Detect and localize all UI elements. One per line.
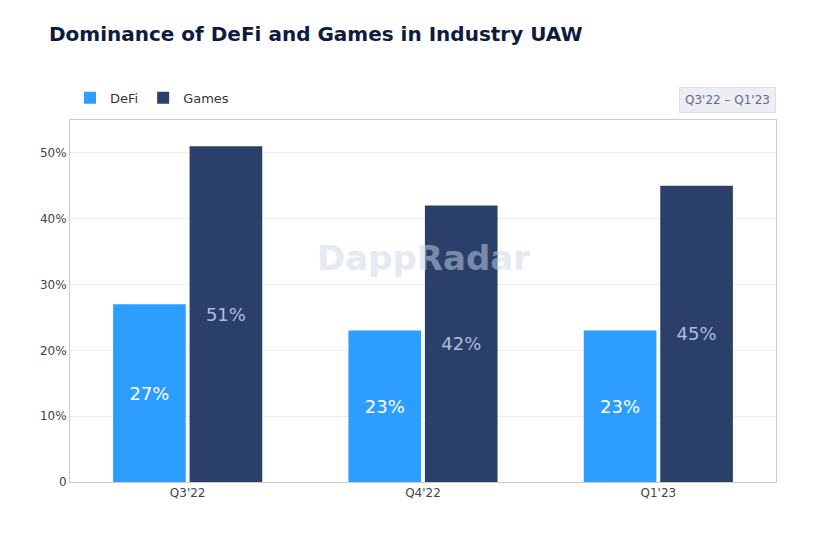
svg-text:Q3'22 – Q1'23: Q3'22 – Q1'23 xyxy=(685,93,770,107)
svg-text:50%: 50% xyxy=(40,146,67,160)
svg-text:30%: 30% xyxy=(40,278,67,292)
svg-text:Q4'22: Q4'22 xyxy=(405,486,441,500)
svg-text:DappRadar: DappRadar xyxy=(317,238,530,278)
svg-text:51%: 51% xyxy=(206,304,246,325)
svg-text:40%: 40% xyxy=(40,212,67,226)
svg-text:Q3'22: Q3'22 xyxy=(170,486,206,500)
svg-text:0: 0 xyxy=(59,475,67,489)
svg-text:23%: 23% xyxy=(600,396,640,417)
svg-text:10%: 10% xyxy=(40,409,67,423)
svg-text:45%: 45% xyxy=(677,323,717,344)
svg-text:42%: 42% xyxy=(441,333,481,354)
svg-text:Q1'23: Q1'23 xyxy=(641,486,677,500)
svg-text:23%: 23% xyxy=(365,396,405,417)
svg-text:20%: 20% xyxy=(40,344,67,358)
svg-text:DeFi: DeFi xyxy=(110,91,138,106)
svg-text:27%: 27% xyxy=(129,383,169,404)
svg-text:Dominance of DeFi and Games in: Dominance of DeFi and Games in Industry … xyxy=(49,22,583,46)
svg-text:Games: Games xyxy=(183,91,229,106)
